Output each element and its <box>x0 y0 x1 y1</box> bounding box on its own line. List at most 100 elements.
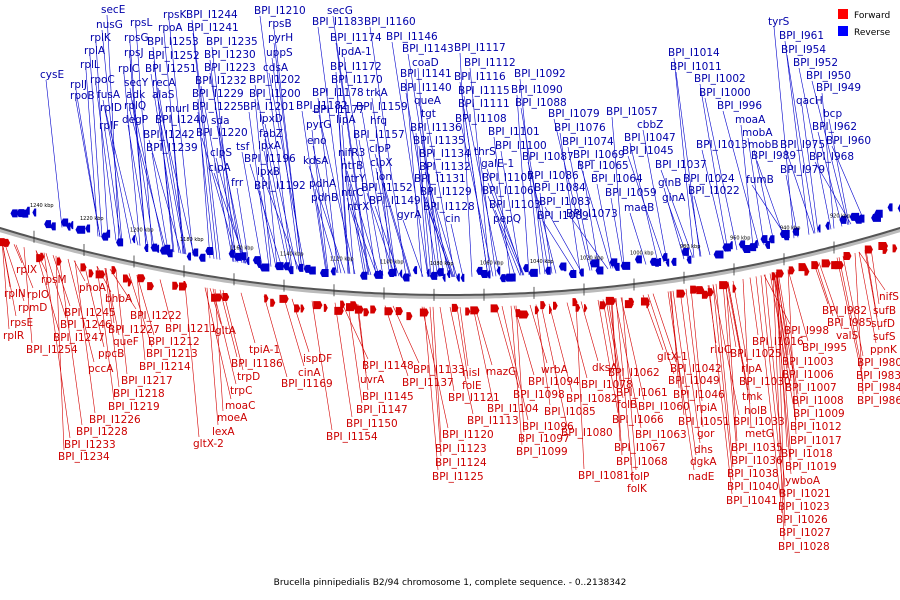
reverse-gene-arrow <box>155 244 160 253</box>
gene-label-bpi-i1172: BPI_I1172 <box>330 61 382 73</box>
label-connector <box>814 161 852 225</box>
gene-label-bpi-i1111: BPI_I1111 <box>458 98 510 110</box>
forward-gene-arrow <box>222 292 230 301</box>
gene-label-gyra: gyrA <box>397 209 422 221</box>
gene-label-moaa: moaA <box>735 114 766 126</box>
reverse-gene-arrow <box>10 209 18 218</box>
label-connector <box>858 251 877 344</box>
gene-label-bpi-i1117: BPI_I1117 <box>454 42 506 54</box>
gene-label-sufd: sufD <box>871 318 895 330</box>
label-connector <box>311 300 333 431</box>
gene-label-bpi-i1226: BPI_I1226 <box>89 414 141 426</box>
label-connector <box>602 299 615 367</box>
label-connector <box>273 42 303 270</box>
label-connector <box>607 298 623 387</box>
legend-swatch-reverse <box>838 26 848 36</box>
reverse-gene-arrow <box>205 247 213 256</box>
gene-label-bpi-i1028: BPI_I1028 <box>778 541 830 553</box>
label-connector <box>170 113 184 254</box>
label-connector <box>786 54 816 234</box>
scale-tick-label: 980 kbp <box>680 244 700 250</box>
reverse-gene-arrow <box>742 244 751 253</box>
forward-gene-arrow <box>211 293 218 302</box>
reverse-gene-arrow <box>753 240 758 249</box>
forward-gene-arrow <box>384 307 394 316</box>
label-connector <box>620 297 645 401</box>
label-connector <box>426 118 456 278</box>
label-connector <box>532 180 546 275</box>
gene-label-eno: eno <box>307 135 327 147</box>
label-connector <box>192 32 218 260</box>
reverse-gene-arrow <box>579 268 584 277</box>
label-connector <box>55 255 65 451</box>
forward-gene-arrow <box>804 267 810 276</box>
gene-label-bpi-i952: BPI_I952 <box>793 57 838 69</box>
gene-label-ntrb: ntrB <box>341 160 363 172</box>
label-connector <box>346 170 380 276</box>
label-connector <box>510 305 523 446</box>
label-connector <box>346 197 372 276</box>
forward-gene-arrow <box>323 303 328 312</box>
gene-label-bpi-i1090: BPI_I1090 <box>511 84 563 96</box>
gene-label-bpi-i1092: BPI_I1092 <box>514 68 566 80</box>
gene-label-bpi-i1132: BPI_I1132 <box>419 161 471 173</box>
gene-label-pepq: pepQ <box>493 213 521 225</box>
reverse-gene-arrow <box>198 253 206 262</box>
gene-label-lipa: lipA <box>336 114 356 126</box>
label-connector <box>197 111 215 259</box>
forward-gene-arrow <box>313 301 323 310</box>
label-connector <box>722 110 760 246</box>
reverse-gene-arrow <box>509 273 516 282</box>
label-connector <box>611 116 625 268</box>
forward-gene-arrow <box>821 259 831 268</box>
label-connector <box>67 258 95 363</box>
forward-gene-arrow <box>111 266 117 275</box>
gene-label-bpi-i960: BPI_I960 <box>826 135 871 147</box>
forward-gene-arrow <box>137 274 146 283</box>
gene-label-bpi-i1146: BPI_I1146 <box>386 31 438 43</box>
gene-label-bpi-i1223: BPI_I1223 <box>204 62 256 74</box>
forward-gene-arrow <box>788 266 795 275</box>
gene-label-bpi-i1235: BPI_I1235 <box>206 36 258 48</box>
legend-label-reverse: Reverse <box>854 28 891 38</box>
reverse-gene-arrow <box>192 248 199 257</box>
gene-label-rpla: rplA <box>84 45 106 57</box>
label-connector <box>402 219 424 277</box>
chromosome-backbone <box>0 226 900 299</box>
label-connector <box>405 78 423 277</box>
label-connector <box>425 196 455 278</box>
gene-label-bpi-i1143: BPI_I1143 <box>402 43 454 55</box>
label-connector <box>726 281 751 405</box>
label-connector <box>163 32 185 254</box>
label-connector <box>495 306 520 389</box>
gene-label-bpi-i1082: BPI_I1082 <box>566 393 618 405</box>
gene-label-lpxb: lpxB <box>257 166 280 178</box>
reverse-gene-arrow <box>399 269 403 278</box>
label-connector <box>159 279 172 323</box>
gene-label-bpi-i1086: BPI_I1086 <box>527 170 579 182</box>
label-connector <box>494 209 524 276</box>
reverse-gene-arrow <box>75 225 86 234</box>
forward-gene-arrow <box>470 306 480 315</box>
gene-label-bpi-i1152: BPI_I1152 <box>361 182 413 194</box>
forward-gene-arrow <box>183 280 187 289</box>
label-connector <box>3 241 25 302</box>
gene-label-vals: valS <box>836 330 859 342</box>
forward-gene-arrow <box>771 272 777 281</box>
gene-label-bpi-i1183: BPI_I1183 <box>312 16 364 28</box>
label-connector <box>764 274 786 488</box>
label-connector <box>559 132 581 272</box>
forward-gene-arrow <box>363 308 370 317</box>
gene-label-bpi-i986: BPI_I986 <box>857 395 900 407</box>
gene-label-bpi-i1124: BPI_I1124 <box>435 457 487 469</box>
label-connector <box>249 163 283 268</box>
gene-label-rplx: rplX <box>16 264 37 276</box>
gene-label-pyrh: pyrH <box>268 32 293 44</box>
reverse-gene-arrow <box>25 206 30 215</box>
forward-gene-arrow <box>834 261 844 270</box>
gene-label-rpll: rplL <box>80 59 100 71</box>
reverse-gene-arrow <box>307 266 316 275</box>
gene-label-bpi-i1021: BPI_I1021 <box>779 488 831 500</box>
reverse-gene-arrow <box>874 209 883 218</box>
label-connector <box>567 146 593 271</box>
